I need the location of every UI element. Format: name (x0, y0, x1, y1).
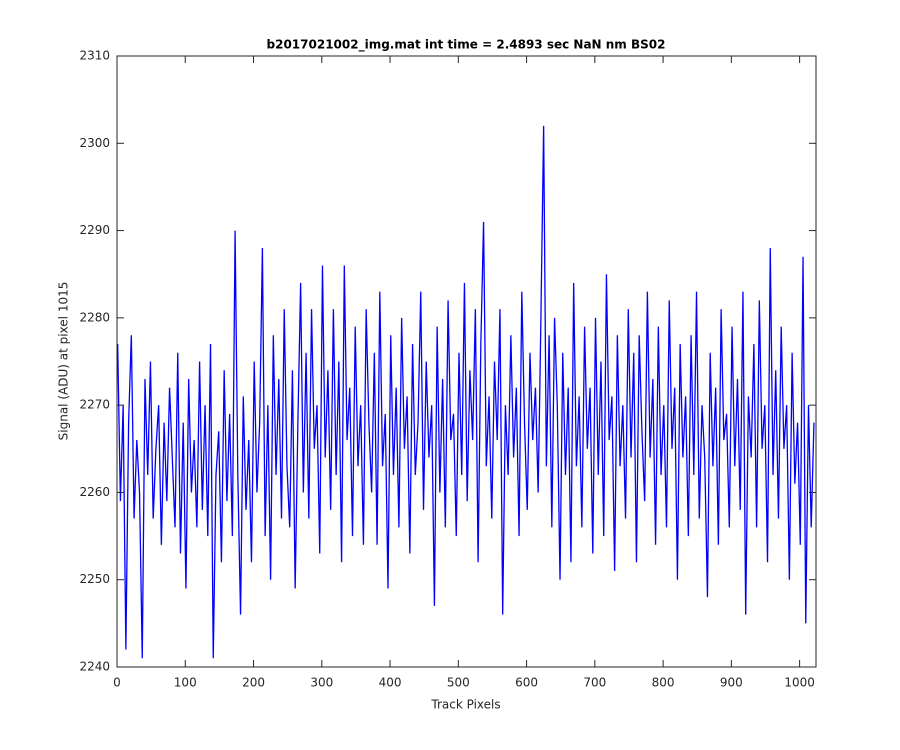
x-tick-label: 600 (515, 676, 538, 690)
y-tick-label: 2270 (79, 398, 110, 412)
y-tick-label: 2300 (79, 136, 110, 150)
x-tick-label: 800 (652, 676, 675, 690)
x-tick-label: 1000 (784, 676, 815, 690)
x-tick-label: 100 (174, 676, 197, 690)
x-tick-label: 700 (583, 676, 606, 690)
axes-box (116, 55, 817, 668)
y-tick-label: 2240 (79, 660, 110, 674)
x-tick-label: 400 (379, 676, 402, 690)
plot-area (117, 56, 816, 667)
chart-title: b2017021002_img.mat int time = 2.4893 se… (267, 38, 666, 53)
y-tick-label: 2250 (79, 572, 110, 586)
x-tick-label: 200 (242, 676, 265, 690)
x-tick-label: 300 (310, 676, 333, 690)
y-tick-label: 2310 (79, 49, 110, 63)
y-tick-label: 2290 (79, 223, 110, 237)
x-tick-label: 0 (113, 676, 121, 690)
x-axis-label: Track Pixels (430, 698, 500, 712)
y-tick-label: 2260 (79, 485, 110, 499)
x-tick-label: 500 (447, 676, 470, 690)
y-tick-label: 2280 (79, 310, 110, 324)
data-line (117, 125, 815, 659)
x-tick-label: 900 (720, 676, 743, 690)
y-axis-label: Signal (ADU) at pixel 1015 (57, 282, 71, 441)
